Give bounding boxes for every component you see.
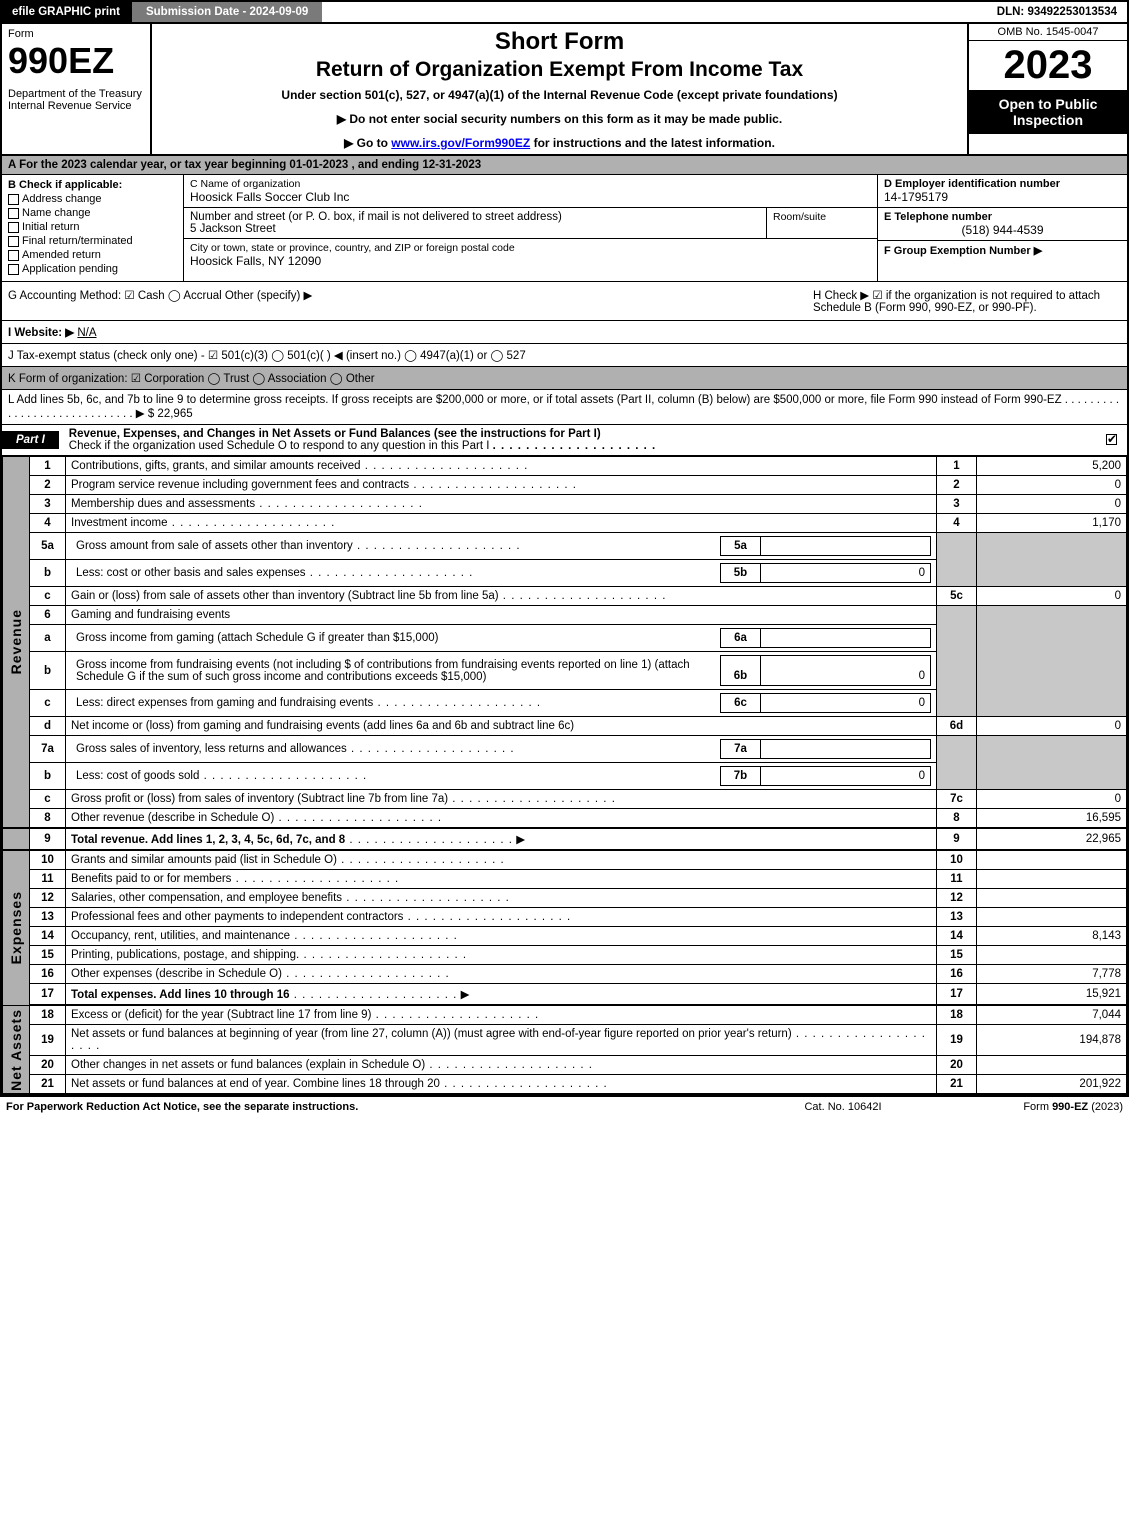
col-c: C Name of organization Hoosick Falls Soc… [184, 175, 877, 281]
line-6d: dNet income or (loss) from gaming and fu… [3, 717, 1127, 736]
city-label: City or town, state or province, country… [190, 242, 871, 254]
ssn-warning: ▶ Do not enter social security numbers o… [162, 112, 957, 126]
goto-pre: ▶ Go to [344, 136, 391, 150]
part-1-title: Revenue, Expenses, and Changes in Net As… [69, 428, 601, 440]
room-suite-label: Room/suite [767, 208, 877, 238]
form-label: Form [8, 28, 144, 40]
line-11: 11Benefits paid to or for members11 [3, 870, 1127, 889]
form-number: 990EZ [8, 40, 144, 82]
section-b-c-d-e-f: B Check if applicable: Address change Na… [0, 175, 1129, 282]
department-label: Department of the Treasury Internal Reve… [8, 88, 144, 112]
form-title: Return of Organization Exempt From Incom… [162, 58, 957, 82]
col-b: B Check if applicable: Address change Na… [2, 175, 184, 281]
addr-value: 5 Jackson Street [190, 223, 760, 235]
submission-date: Submission Date - 2024-09-09 [130, 2, 322, 22]
net-assets-sidebar: Net Assets [8, 1009, 24, 1091]
chk-amended-return[interactable]: Amended return [8, 249, 177, 261]
efile-label[interactable]: efile GRAPHIC print [2, 2, 130, 22]
ein-value: 14-1795179 [884, 190, 1121, 204]
dln: DLN: 93492253013534 [987, 2, 1127, 22]
paperwork-notice: For Paperwork Reduction Act Notice, see … [6, 1101, 743, 1113]
chk-initial-return[interactable]: Initial return [8, 221, 177, 233]
goto-post: for instructions and the latest informat… [530, 136, 775, 150]
line-5c: cGain or (loss) from sale of assets othe… [3, 587, 1127, 606]
line-j: J Tax-exempt status (check only one) - ☑… [0, 344, 1129, 367]
city-value: Hoosick Falls, NY 12090 [190, 254, 871, 268]
form-ref: Form 990-EZ (2023) [943, 1101, 1123, 1113]
part-1-tag: Part I [2, 431, 59, 449]
line-l: L Add lines 5b, 6c, and 7b to line 9 to … [0, 390, 1129, 425]
line-2: 2Program service revenue including gover… [3, 476, 1127, 495]
cat-no: Cat. No. 10642I [743, 1101, 943, 1113]
omb-number: OMB No. 1545-0047 [969, 24, 1127, 41]
line-8: 8Other revenue (describe in Schedule O)8… [3, 809, 1127, 829]
website-label: I Website: ▶ [8, 327, 74, 339]
line-1: Revenue 1Contributions, gifts, grants, a… [3, 457, 1127, 476]
form-header: Form 990EZ Department of the Treasury In… [0, 24, 1129, 156]
ein-label: D Employer identification number [884, 178, 1121, 190]
goto-link-line: ▶ Go to www.irs.gov/Form990EZ for instru… [162, 136, 957, 150]
line-5a: 5aGross amount from sale of assets other… [3, 533, 1127, 560]
group-exemption-label: F Group Exemption Number ▶ [884, 244, 1121, 257]
line-15: 15Printing, publications, postage, and s… [3, 946, 1127, 965]
line-g: G Accounting Method: ☑ Cash ◯ Accrual Ot… [2, 282, 807, 320]
top-bar: efile GRAPHIC print Submission Date - 20… [0, 0, 1129, 24]
line-3: 3Membership dues and assessments30 [3, 495, 1127, 514]
line-19: 19Net assets or fund balances at beginni… [3, 1025, 1127, 1056]
under-section: Under section 501(c), 527, or 4947(a)(1)… [162, 88, 957, 102]
website-value: N/A [77, 327, 96, 339]
phone-label: E Telephone number [884, 211, 1121, 223]
revenue-sidebar: Revenue [8, 609, 24, 674]
line-20: 20Other changes in net assets or fund ba… [3, 1056, 1127, 1075]
line-12: 12Salaries, other compensation, and empl… [3, 889, 1127, 908]
part-1-checkbox[interactable] [1106, 434, 1117, 445]
chk-final-return[interactable]: Final return/terminated [8, 235, 177, 247]
line-13: 13Professional fees and other payments t… [3, 908, 1127, 927]
line-14: 14Occupancy, rent, utilities, and mainte… [3, 927, 1127, 946]
line-21: 21Net assets or fund balances at end of … [3, 1075, 1127, 1094]
line-7a: 7aGross sales of inventory, less returns… [3, 736, 1127, 763]
inspection-badge: Open to Public Inspection [969, 90, 1127, 134]
line-9: 9Total revenue. Add lines 1, 2, 3, 4, 5c… [3, 828, 1127, 850]
chk-address-change[interactable]: Address change [8, 193, 177, 205]
irs-link[interactable]: www.irs.gov/Form990EZ [391, 136, 530, 150]
line-a: A For the 2023 calendar year, or tax yea… [0, 156, 1129, 175]
tax-year: 2023 [969, 41, 1127, 90]
line-18: Net Assets18Excess or (deficit) for the … [3, 1005, 1127, 1025]
line-17: 17Total expenses. Add lines 10 through 1… [3, 984, 1127, 1006]
short-form-label: Short Form [162, 28, 957, 56]
addr-label: Number and street (or P. O. box, if mail… [190, 211, 760, 223]
expenses-sidebar: Expenses [8, 891, 24, 964]
line-7c: cGross profit or (loss) from sales of in… [3, 790, 1127, 809]
org-name-label: C Name of organization [190, 178, 871, 190]
line-i: I Website: ▶ N/A [0, 321, 1129, 344]
chk-application-pending[interactable]: Application pending [8, 263, 177, 275]
part-1-header: Part I Revenue, Expenses, and Changes in… [0, 425, 1129, 456]
chk-name-change[interactable]: Name change [8, 207, 177, 219]
line-4: 4Investment income41,170 [3, 514, 1127, 533]
phone-value: (518) 944-4539 [884, 223, 1121, 237]
line-g-h: G Accounting Method: ☑ Cash ◯ Accrual Ot… [0, 282, 1129, 321]
line-6: 6Gaming and fundraising events [3, 606, 1127, 625]
org-name: Hoosick Falls Soccer Club Inc [190, 190, 871, 204]
part-1-sub: Check if the organization used Schedule … [69, 440, 490, 452]
col-d-e-f: D Employer identification number 14-1795… [877, 175, 1127, 281]
line-h: H Check ▶ ☑ if the organization is not r… [807, 282, 1127, 320]
b-heading: B Check if applicable: [8, 179, 122, 191]
line-10: Expenses10Grants and similar amounts pai… [3, 850, 1127, 870]
page-footer: For Paperwork Reduction Act Notice, see … [0, 1096, 1129, 1117]
line-16: 16Other expenses (describe in Schedule O… [3, 965, 1127, 984]
line-k: K Form of organization: ☑ Corporation ◯ … [0, 367, 1129, 390]
lines-table: Revenue 1Contributions, gifts, grants, a… [2, 456, 1127, 1094]
